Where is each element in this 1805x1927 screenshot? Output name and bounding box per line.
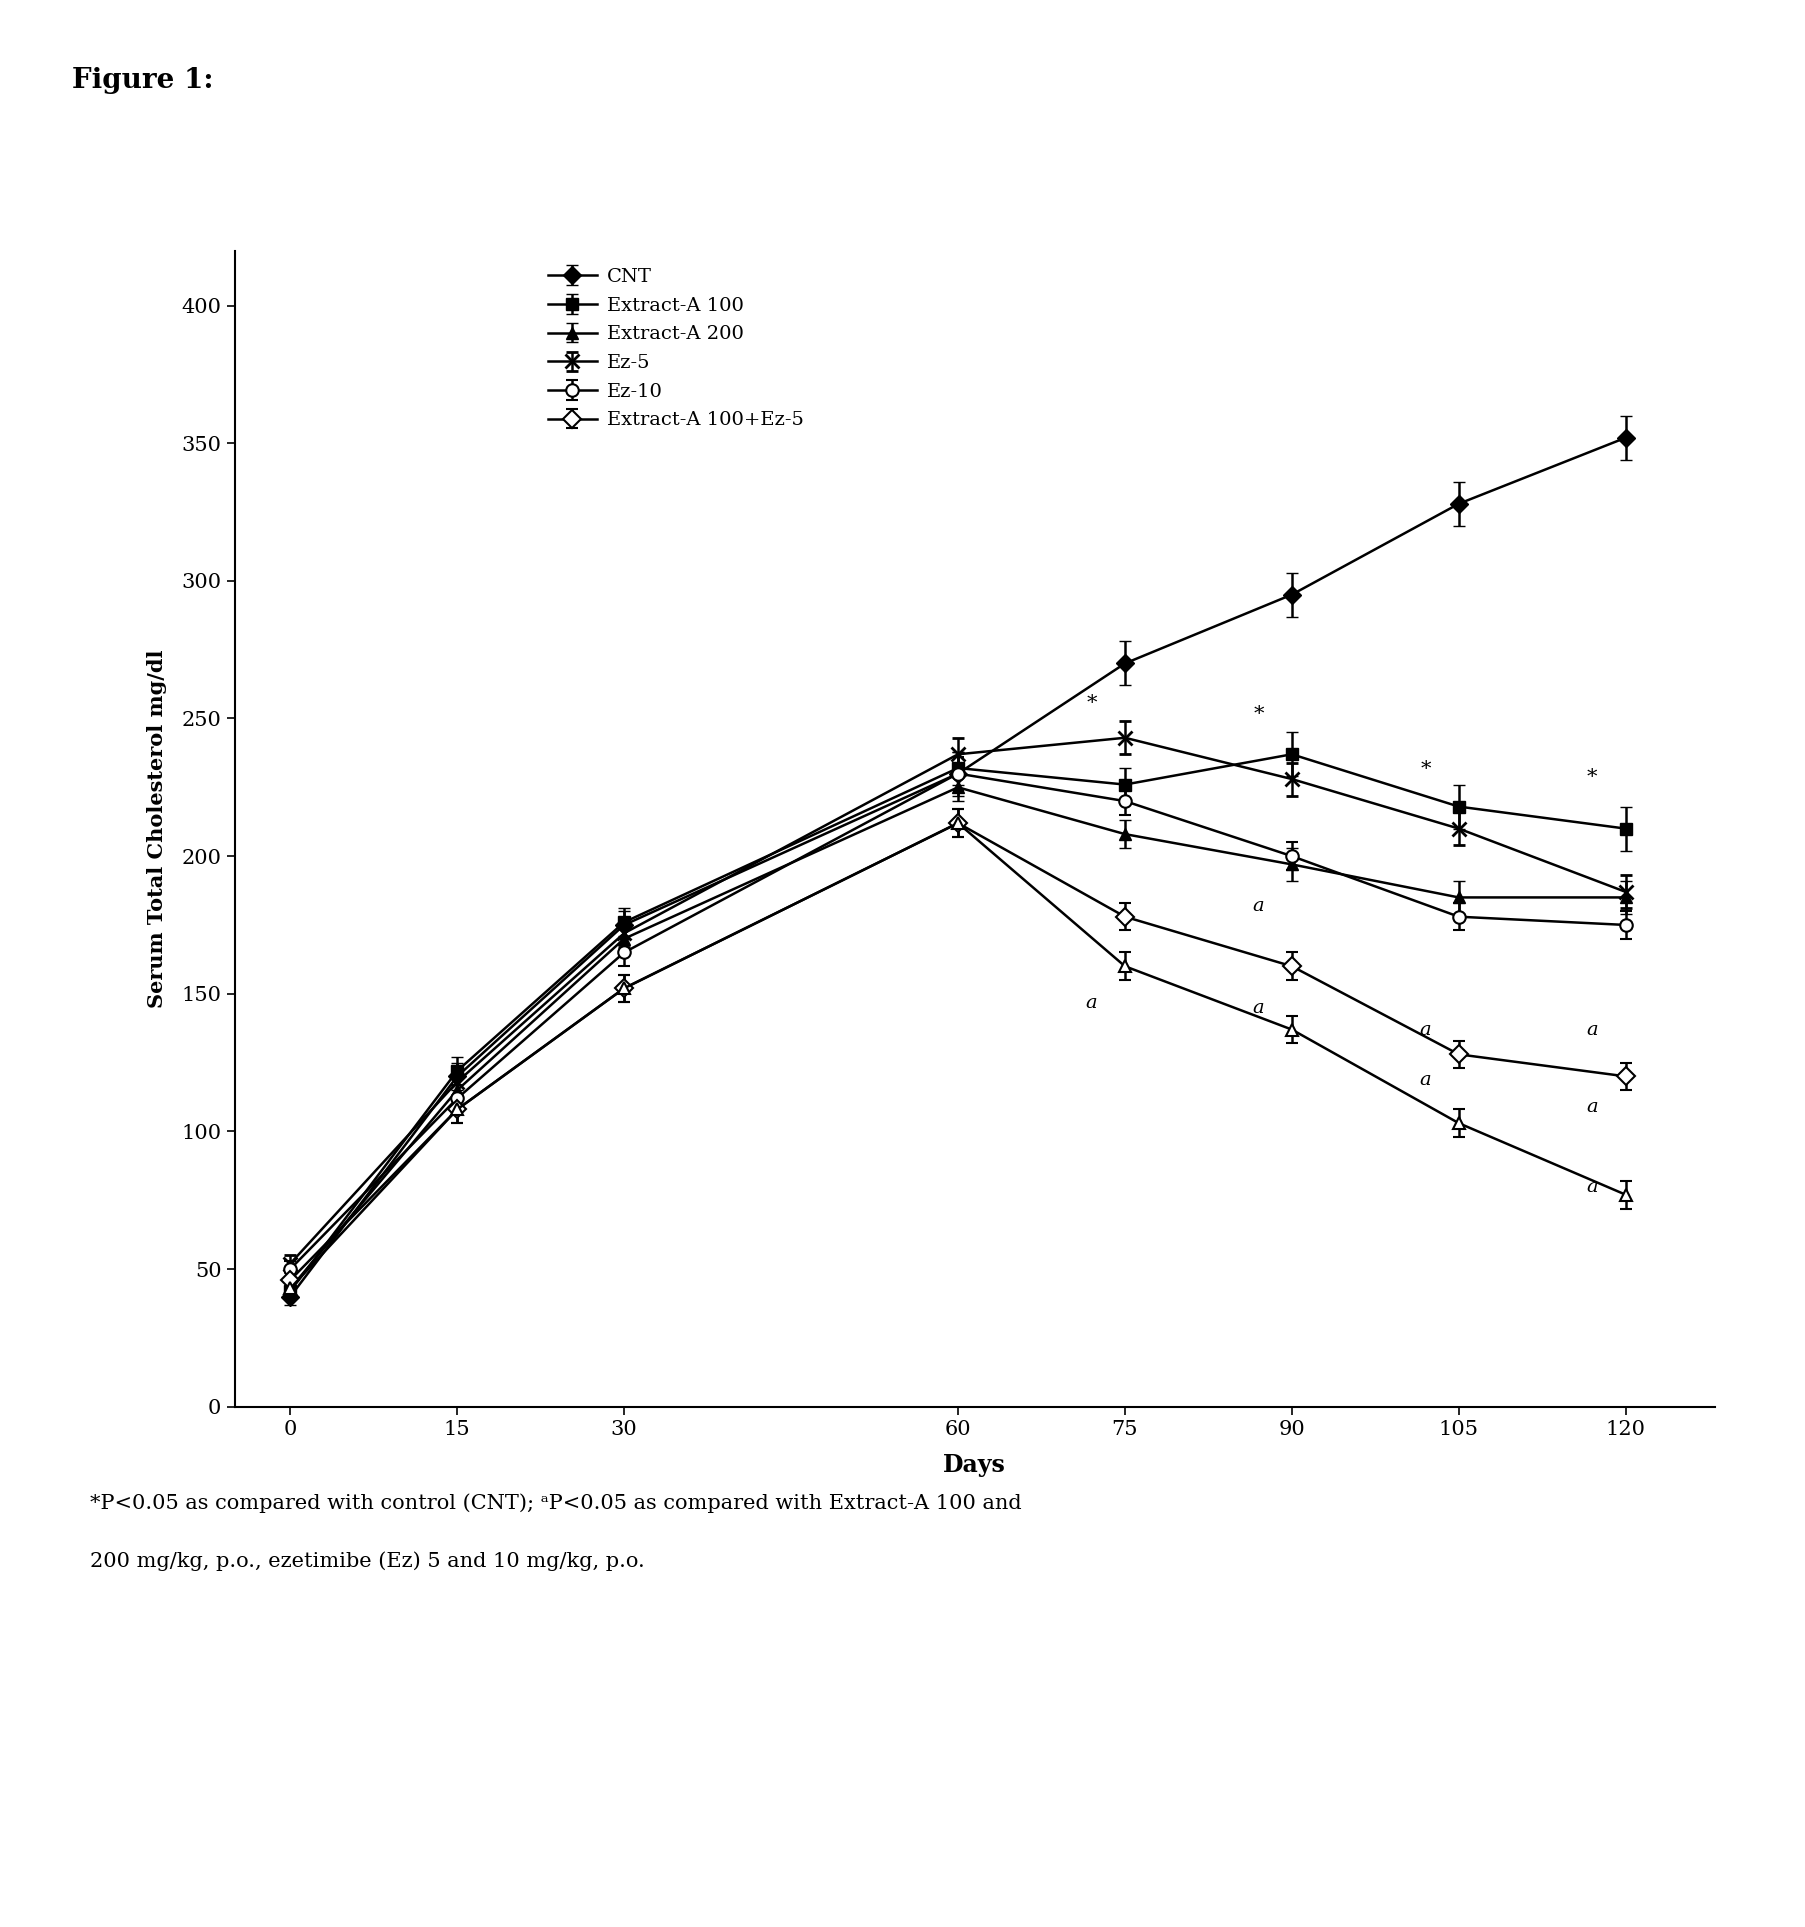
Text: *: * bbox=[1587, 769, 1597, 788]
Text: *P<0.05 as compared with control (CNT); ᵃP<0.05 as compared with Extract-A 100 a: *P<0.05 as compared with control (CNT); … bbox=[90, 1493, 1022, 1513]
X-axis label: Days: Days bbox=[944, 1453, 1005, 1476]
Text: a: a bbox=[1087, 994, 1097, 1012]
Text: *: * bbox=[1253, 705, 1263, 725]
Text: *: * bbox=[1421, 759, 1431, 779]
Text: a: a bbox=[1419, 1021, 1431, 1039]
Text: Figure 1:: Figure 1: bbox=[72, 67, 213, 94]
Text: a: a bbox=[1587, 1177, 1597, 1197]
Text: a: a bbox=[1253, 1000, 1263, 1017]
Text: 200 mg/kg, p.o., ezetimibe (Ez) 5 and 10 mg/kg, p.o.: 200 mg/kg, p.o., ezetimibe (Ez) 5 and 10… bbox=[90, 1551, 644, 1571]
Legend: CNT, Extract-A 100, Extract-A 200, Ez-5, Ez-10, Extract-A 100+Ez-5: CNT, Extract-A 100, Extract-A 200, Ez-5,… bbox=[540, 260, 810, 437]
Text: a: a bbox=[1253, 898, 1263, 915]
Text: a: a bbox=[1419, 1071, 1431, 1089]
Y-axis label: Serum Total Cholesterol mg/dl: Serum Total Cholesterol mg/dl bbox=[148, 649, 168, 1008]
Text: a: a bbox=[1587, 1021, 1597, 1039]
Text: a: a bbox=[1587, 1098, 1597, 1116]
Text: *: * bbox=[1087, 694, 1097, 713]
